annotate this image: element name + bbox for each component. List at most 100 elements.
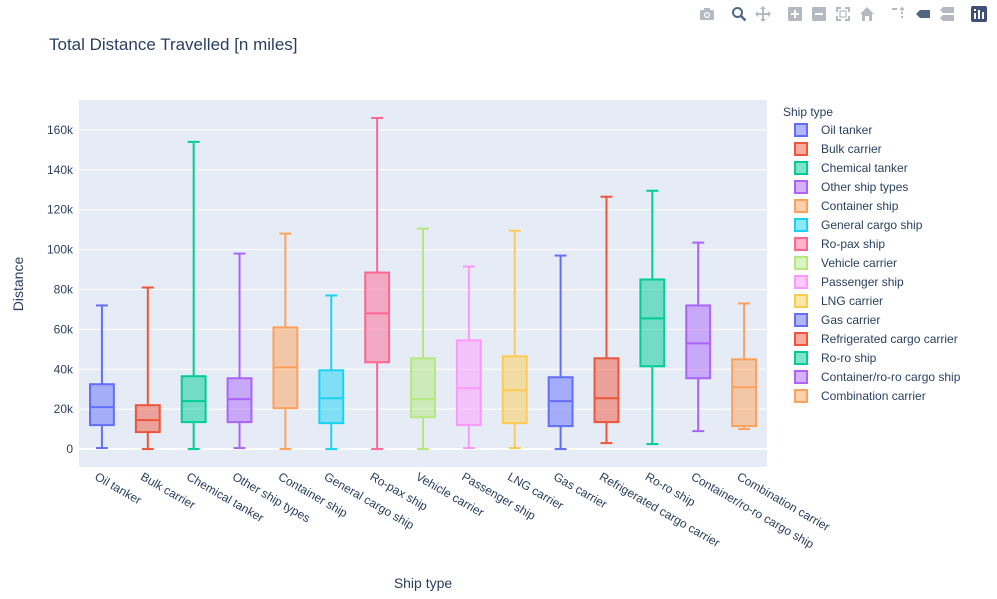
y-tick-label: 160k xyxy=(47,123,74,137)
legend-swatch xyxy=(794,199,808,213)
x-tick-label: Chemical tanker xyxy=(184,469,266,524)
iqr-box[interactable] xyxy=(134,404,161,434)
legend-swatch xyxy=(794,237,808,251)
legend-item[interactable]: Gas carrier xyxy=(794,313,880,327)
x-tick-label: Oil tanker xyxy=(92,469,143,507)
y-tick-label: 40k xyxy=(54,362,74,376)
legend-label: Ro-ro ship xyxy=(821,351,877,365)
pan-icon[interactable] xyxy=(751,4,775,24)
legend-label: Passenger ship xyxy=(821,275,904,289)
box-gas-carrier[interactable] xyxy=(547,254,574,451)
legend-item[interactable]: Passenger ship xyxy=(794,275,904,289)
box-container-ship[interactable] xyxy=(272,232,299,451)
box-vehicle-carrier[interactable] xyxy=(410,227,436,451)
box-chemical-tanker[interactable] xyxy=(180,140,207,451)
legend-item[interactable]: LNG carrier xyxy=(794,294,883,308)
y-axis-title: Distance xyxy=(10,257,26,312)
iqr-box[interactable] xyxy=(89,383,115,427)
box-ro-pax-ship[interactable] xyxy=(364,116,391,451)
y-tick-label: 80k xyxy=(54,282,74,296)
chart-title: Total Distance Travelled [n miles] xyxy=(49,35,298,54)
plotly-logo-icon[interactable] xyxy=(967,4,991,24)
x-tick-label: Other ship types xyxy=(230,469,313,525)
box-passenger-ship[interactable] xyxy=(455,265,482,450)
iqr-box[interactable] xyxy=(180,375,207,424)
legend-item[interactable]: Container ship xyxy=(794,199,899,213)
legend-item[interactable]: Ro-ro ship xyxy=(794,351,877,365)
iqr-box[interactable] xyxy=(593,357,620,424)
box-bulk-carrier[interactable] xyxy=(134,286,161,451)
legend-swatch xyxy=(794,294,808,308)
legend-label: Oil tanker xyxy=(821,123,872,137)
iqr-box[interactable] xyxy=(455,339,482,427)
legend-swatch xyxy=(794,161,808,175)
legend-label: Ro-pax ship xyxy=(821,237,885,251)
y-tick-label: 140k xyxy=(47,163,74,177)
legend-item[interactable]: General cargo ship xyxy=(794,218,923,232)
home-icon[interactable] xyxy=(855,4,879,24)
box-oil-tanker[interactable] xyxy=(89,304,115,450)
legend-swatch xyxy=(794,351,808,365)
legend-title: Ship type xyxy=(783,105,833,119)
box-other-ship-types[interactable] xyxy=(226,252,253,450)
boxes[interactable] xyxy=(89,116,757,451)
zoom-out-icon[interactable] xyxy=(807,4,831,24)
box-refrigerated-cargo-carrier[interactable] xyxy=(593,195,620,445)
legend-label: General cargo ship xyxy=(821,218,923,232)
legend-label: Vehicle carrier xyxy=(821,256,897,270)
modebar xyxy=(695,4,991,24)
iqr-box[interactable] xyxy=(318,369,345,425)
legend-label: Refrigerated cargo carrier xyxy=(821,332,958,346)
legend-item[interactable]: Bulk carrier xyxy=(794,142,882,156)
legend-item[interactable]: Other ship types xyxy=(794,180,908,194)
legend-item[interactable]: Oil tanker xyxy=(794,123,872,137)
camera-icon[interactable] xyxy=(695,4,719,24)
legend-swatch xyxy=(794,313,808,327)
hover-closest-icon[interactable] xyxy=(911,4,935,24)
legend-item[interactable]: Container/ro-ro cargo ship xyxy=(794,370,961,384)
autoscale-icon[interactable] xyxy=(831,4,855,24)
x-axis-title: Ship type xyxy=(394,575,453,591)
y-tick-label: 20k xyxy=(54,402,74,416)
y-tick-label: 100k xyxy=(47,243,74,257)
legend-swatch xyxy=(794,180,808,194)
legend-swatch xyxy=(794,370,808,384)
legend-swatch xyxy=(794,218,808,232)
y-axis-ticks: 0 20k 40k 60k 80k 100k 120k 140k 160k xyxy=(47,123,74,456)
y-tick-label: 60k xyxy=(54,322,74,336)
iqr-box[interactable] xyxy=(685,304,712,380)
legend-item[interactable]: Ro-pax ship xyxy=(794,237,885,251)
iqr-box[interactable] xyxy=(639,278,666,368)
legend-label: Bulk carrier xyxy=(821,142,882,156)
legend-label: Combination carrier xyxy=(821,389,926,403)
zoom-in-icon[interactable] xyxy=(783,4,807,24)
legend-swatch xyxy=(794,389,808,403)
legend-label: Container ship xyxy=(821,199,899,213)
legend-label: Other ship types xyxy=(821,180,908,194)
zoom-icon[interactable] xyxy=(727,4,751,24)
box-lng-carrier[interactable] xyxy=(501,229,528,450)
legend-item[interactable]: Refrigerated cargo carrier xyxy=(794,332,958,346)
legend-swatch xyxy=(794,142,808,156)
hover-compare-icon[interactable] xyxy=(935,4,959,24)
legend[interactable]: Ship type Oil tanker Bulk carrier Chemical… xyxy=(783,105,961,403)
box-combination-carrier[interactable] xyxy=(731,302,757,431)
iqr-box[interactable] xyxy=(731,358,757,428)
legend-swatch xyxy=(794,256,808,270)
box-general-cargo-ship[interactable] xyxy=(318,294,345,451)
legend-swatch xyxy=(794,123,808,137)
iqr-box[interactable] xyxy=(364,271,391,364)
legend-swatch xyxy=(794,275,808,289)
legend-label: Chemical tanker xyxy=(821,161,908,175)
legend-item[interactable]: Combination carrier xyxy=(794,389,926,403)
y-tick-label: 120k xyxy=(47,203,74,217)
iqr-box[interactable] xyxy=(410,357,436,419)
legend-item[interactable]: Chemical tanker xyxy=(794,161,908,175)
legend-item[interactable]: Vehicle carrier xyxy=(794,256,897,270)
box-ro-ro-ship[interactable] xyxy=(639,189,666,446)
spike-lines-icon[interactable] xyxy=(887,4,911,24)
box-container-ro-ro-cargo-ship[interactable] xyxy=(685,241,712,433)
legend-label: LNG carrier xyxy=(821,294,883,308)
